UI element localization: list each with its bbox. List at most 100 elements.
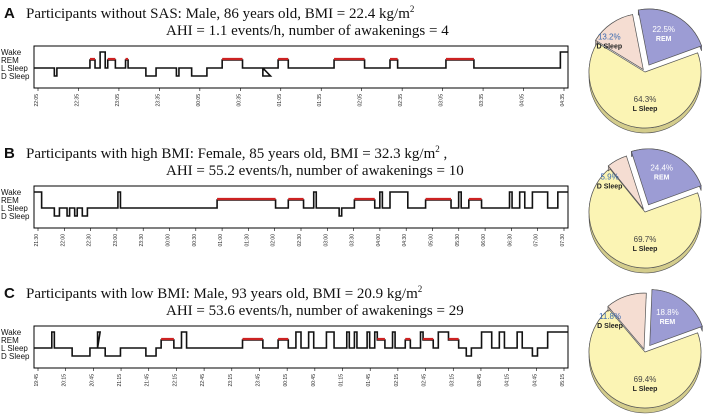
x-tick-label: 02:15 (394, 374, 400, 387)
panel-letter: C (4, 285, 15, 302)
pie-slice (637, 8, 703, 66)
y-axis-label: REM (1, 196, 19, 205)
pie-stage-label: REM (656, 36, 672, 43)
y-axis-label: Wake (1, 328, 22, 337)
plot-frame (33, 185, 569, 229)
x-tick-label: 22:30 (87, 234, 93, 247)
x-tick-label: 00:00 (166, 234, 172, 247)
panel-a: A Participants without SAS: Male, 86 yea… (0, 0, 708, 140)
y-axis-label: REM (1, 336, 19, 345)
x-tick-label: 03:30 (350, 234, 356, 247)
pie-stage-label: D Sleep (597, 323, 623, 330)
sleep-stage-pie: 18.8% REM 69.4% L Sleep 11.8% D Sleep (588, 289, 703, 414)
x-tick-label: 01:45 (366, 374, 372, 387)
x-tick-label: 05:30 (455, 234, 461, 247)
x-tick-label: 02:05 (358, 94, 364, 107)
title-text: Participants without SAS: Male, 86 years… (26, 6, 410, 22)
x-tick-label: 23:30 (139, 234, 145, 247)
title-text: Participants with low BMI: Male, 93 year… (26, 286, 418, 302)
y-axis-label: L Sleep (1, 344, 28, 353)
y-axis-label: Wake (1, 188, 22, 197)
panel-title: Participants with low BMI: Male, 93 year… (26, 284, 422, 303)
y-axis-label: REM (1, 56, 19, 65)
x-tick-label: 00:35 (236, 94, 242, 107)
pie-stage-label: REM (660, 319, 676, 326)
x-tick-label: 03:45 (477, 374, 483, 387)
x-tick-label: 23:00 (113, 234, 119, 247)
x-tick-label: 02:45 (422, 374, 428, 387)
pie-stage-label: REM (654, 175, 670, 182)
pie-percent-label: 69.7% (634, 235, 657, 244)
x-tick-label: 04:30 (402, 234, 408, 247)
x-tick-label: 22:35 (74, 94, 80, 107)
pie-stage-label: L Sleep (633, 386, 658, 393)
x-tick-label: 04:05 (520, 94, 526, 107)
x-tick-label: 04:15 (505, 374, 511, 387)
x-tick-label: 22:05 (34, 94, 40, 107)
title-tail: , (439, 146, 448, 162)
y-axis-label: L Sleep (1, 204, 28, 213)
x-tick-label: 07:00 (534, 234, 540, 247)
x-tick-label: 01:35 (317, 94, 323, 107)
x-tick-label: 23:15 (228, 374, 234, 387)
pie-percent-label: 22.5% (652, 25, 675, 34)
title-text: Participants with high BMI: Female, 85 y… (26, 146, 436, 162)
x-tick-label: 23:05 (115, 94, 121, 107)
pie-slice (595, 14, 644, 71)
x-tick-label: 01:30 (244, 234, 250, 247)
pie-stage-label: L Sleep (633, 106, 658, 113)
pie-stage-label: D Sleep (597, 183, 623, 190)
x-tick-label: 06:30 (507, 234, 513, 247)
x-tick-label: 02:00 (271, 234, 277, 247)
panel-subtitle: AHI = 55.2 events/h, number of awakening… (166, 163, 464, 179)
x-tick-label: 03:35 (479, 94, 485, 107)
x-tick-label: 04:35 (560, 94, 566, 107)
pie-percent-label: 5.9% (600, 172, 618, 181)
x-tick-label: 22:45 (200, 374, 206, 387)
x-tick-label: 07:30 (560, 234, 566, 247)
pie-stage-label: D Sleep (596, 44, 622, 51)
x-tick-label: 23:35 (155, 94, 161, 107)
pie-slice (588, 168, 702, 269)
x-tick-label: 19:45 (34, 374, 40, 387)
pie-stage-label: L Sleep (633, 246, 658, 253)
x-tick-label: 04:45 (532, 374, 538, 387)
panel-b: B Participants with high BMI: Female, 85… (0, 140, 708, 280)
x-tick-label: 05:00 (429, 234, 435, 247)
x-tick-label: 04:00 (376, 234, 382, 247)
x-tick-label: 22:15 (172, 374, 178, 387)
panel-letter: B (4, 145, 15, 162)
x-tick-label: 20:45 (89, 374, 95, 387)
panel-letter: A (4, 5, 15, 22)
x-tick-label: 03:05 (439, 94, 445, 107)
hypnogram-line (34, 331, 568, 357)
pie-percent-label: 18.8% (656, 308, 679, 317)
x-tick-label: 00:45 (311, 374, 317, 387)
x-tick-label: 00:30 (192, 234, 198, 247)
pie-percent-label: 64.3% (634, 95, 657, 104)
y-axis-label: Wake (1, 48, 22, 57)
y-axis-label: D Sleep (1, 72, 30, 81)
x-tick-label: 00:15 (283, 374, 289, 387)
plot-frame (33, 325, 569, 369)
pie-slice (588, 308, 702, 409)
panel-subtitle: AHI = 53.6 events/h, number of awakening… (166, 303, 464, 319)
pie-percent-label: 11.8% (599, 312, 621, 321)
plot-frame (33, 45, 569, 89)
pie-percent-label: 69.4% (634, 375, 657, 384)
x-tick-label: 23:45 (255, 374, 261, 387)
x-tick-label: 03:15 (449, 374, 455, 387)
pie-slice (607, 292, 647, 351)
pie-slice (649, 289, 703, 347)
x-tick-label: 20:15 (62, 374, 68, 387)
x-tick-label: 05:15 (560, 374, 566, 387)
hypnogram-line (34, 51, 568, 77)
y-axis-label: L Sleep (1, 64, 28, 73)
panel-title: Participants with high BMI: Female, 85 y… (26, 144, 447, 163)
x-tick-label: 21:30 (34, 234, 40, 247)
pie-slice (607, 155, 644, 210)
pie-percent-label: 13.2% (598, 33, 621, 42)
